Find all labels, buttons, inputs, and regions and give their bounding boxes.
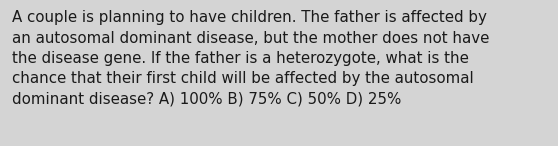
Text: A couple is planning to have children. The father is affected by
an autosomal do: A couple is planning to have children. T… [12, 10, 490, 107]
